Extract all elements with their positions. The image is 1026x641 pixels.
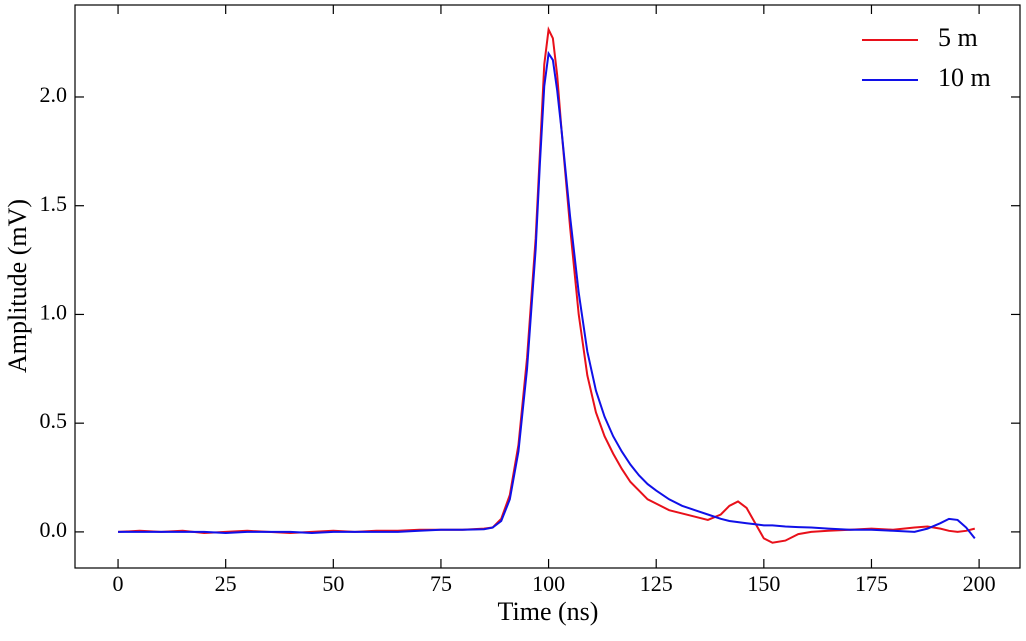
legend-label: 10 m xyxy=(938,63,991,92)
y-tick-label: 1.5 xyxy=(40,191,68,216)
x-tick-label: 75 xyxy=(430,571,452,596)
y-axis-label: Amplitude (mV) xyxy=(3,199,32,373)
x-axis-label: Time (ns) xyxy=(498,597,599,626)
y-tick-label: 2.0 xyxy=(40,82,68,107)
y-tick-label: 1.0 xyxy=(40,299,68,324)
y-tick-label: 0.0 xyxy=(40,517,68,542)
x-tick-label: 25 xyxy=(215,571,237,596)
data-line xyxy=(117,26,976,544)
data-line xyxy=(118,50,976,540)
plot-frame xyxy=(74,4,1021,569)
x-tick-label: 50 xyxy=(322,571,344,596)
x-tick-label: 150 xyxy=(747,571,780,596)
legend-label: 5 m xyxy=(938,23,978,52)
x-tick-label: 100 xyxy=(532,571,565,596)
x-tick-label: 125 xyxy=(640,571,673,596)
x-tick-label: 175 xyxy=(855,571,888,596)
y-tick-label: 0.5 xyxy=(40,408,68,433)
x-tick-label: 200 xyxy=(963,571,996,596)
x-tick-label: 0 xyxy=(113,571,124,596)
